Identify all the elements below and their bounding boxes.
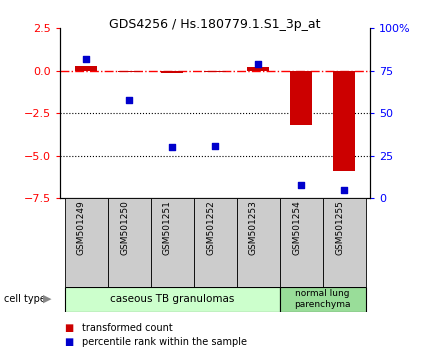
Text: GSM501249: GSM501249 (77, 200, 86, 255)
Bar (64, 198, 108, 287)
Bar (75, 66, 97, 71)
Bar (64, 287, 280, 312)
Bar (204, 71, 226, 73)
Text: GDS4256 / Hs.180779.1.S1_3p_at: GDS4256 / Hs.180779.1.S1_3p_at (109, 18, 321, 31)
Point (255, 61, 261, 67)
Text: GSM501255: GSM501255 (335, 200, 344, 255)
Text: GSM501254: GSM501254 (292, 200, 301, 255)
Text: ■: ■ (64, 337, 74, 347)
Text: GSM501252: GSM501252 (206, 200, 215, 255)
Bar (290, 71, 312, 125)
Bar (322, 198, 366, 287)
Point (169, 144, 175, 150)
Text: percentile rank within the sample: percentile rank within the sample (82, 337, 247, 347)
Bar (237, 198, 280, 287)
Bar (247, 67, 269, 71)
Text: normal lung
parenchyma: normal lung parenchyma (294, 290, 351, 309)
Text: GSM501253: GSM501253 (249, 200, 258, 255)
Bar (150, 198, 194, 287)
Point (298, 182, 304, 188)
Point (341, 187, 347, 193)
Text: cell type: cell type (4, 294, 46, 304)
Point (83, 56, 89, 62)
Bar (280, 198, 322, 287)
Text: GSM501250: GSM501250 (120, 200, 129, 255)
Text: ■: ■ (64, 323, 74, 333)
Point (212, 143, 218, 148)
Bar (333, 71, 355, 171)
Text: transformed count: transformed count (82, 323, 172, 333)
Bar (194, 198, 236, 287)
Point (126, 97, 132, 103)
Text: caseous TB granulomas: caseous TB granulomas (110, 294, 234, 304)
Bar (118, 71, 140, 73)
Text: GSM501251: GSM501251 (163, 200, 172, 255)
Text: ▶: ▶ (43, 294, 52, 304)
Bar (280, 287, 366, 312)
Bar (161, 71, 183, 73)
Bar (108, 198, 150, 287)
